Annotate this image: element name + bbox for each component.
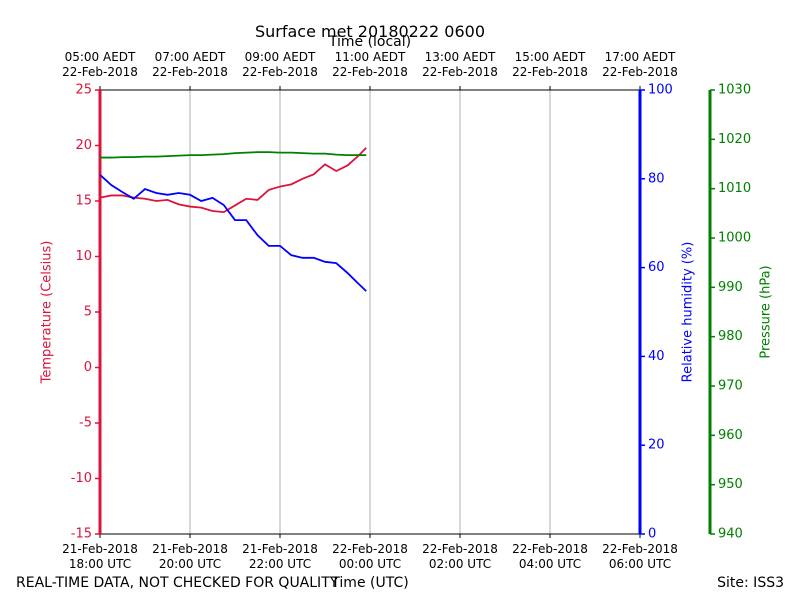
series-line bbox=[99, 147, 367, 214]
top-axis-label: Time (local) bbox=[328, 34, 412, 50]
chart-title: Surface met 20180222 0600 bbox=[254, 22, 486, 41]
y2-tick-label: 100 bbox=[648, 83, 673, 98]
top-tick-label: 07:00 AEDT 22-Feb-2018 bbox=[152, 50, 228, 79]
y-tick-label: 10 bbox=[75, 249, 92, 264]
y-tick-label: -5 bbox=[79, 416, 92, 431]
y-tick-label: -15 bbox=[71, 527, 92, 542]
top-tick-label: 15:00 AEDT 22-Feb-2018 bbox=[512, 50, 588, 79]
y3-tick-label: 940 bbox=[718, 527, 743, 542]
y-tick-label: 15 bbox=[75, 194, 92, 209]
y3-tick-label: 970 bbox=[718, 379, 743, 394]
y-tick-label: 5 bbox=[84, 305, 92, 320]
y-axis-label: Temperature (Celsius) bbox=[40, 241, 55, 385]
y-tick-label: 0 bbox=[84, 360, 92, 375]
x-tick-label: 22-Feb-2018 02:00 UTC bbox=[422, 542, 498, 571]
y3-axis-label: Pressure (hPa) bbox=[759, 265, 774, 358]
x-tick-label: 21-Feb-2018 20:00 UTC bbox=[152, 542, 228, 571]
x-tick-label: 22-Feb-2018 04:00 UTC bbox=[512, 542, 588, 571]
y2-tick-label: 20 bbox=[648, 438, 665, 453]
series-line bbox=[99, 174, 367, 292]
y2-tick-label: 40 bbox=[648, 349, 665, 364]
y3-tick-label: 960 bbox=[718, 428, 743, 443]
y-tick-label: 25 bbox=[75, 83, 92, 98]
series-line bbox=[100, 151, 367, 159]
y3-tick-label: 980 bbox=[718, 329, 743, 344]
y2-tick-label: 0 bbox=[648, 527, 656, 542]
site-note: Site: ISS3 bbox=[717, 575, 784, 591]
y-tick-label: -10 bbox=[71, 471, 92, 486]
x-tick-label: 21-Feb-2018 22:00 UTC bbox=[242, 542, 318, 571]
top-tick-label: 09:00 AEDT 22-Feb-2018 bbox=[242, 50, 318, 79]
x-tick-label: 22-Feb-2018 06:00 UTC bbox=[602, 542, 678, 571]
quality-note: REAL-TIME DATA, NOT CHECKED FOR QUALITY bbox=[16, 575, 339, 591]
y3-tick-label: 990 bbox=[718, 280, 743, 295]
y2-axis-label: Relative humidity (%) bbox=[681, 242, 696, 383]
x-axis-label: Time (UTC) bbox=[331, 575, 409, 591]
y2-tick-label: 60 bbox=[648, 260, 665, 275]
y2-tick-label: 80 bbox=[648, 171, 665, 186]
y3-tick-label: 1000 bbox=[718, 231, 751, 246]
y3-tick-label: 1020 bbox=[718, 132, 751, 147]
x-tick-label: 22-Feb-2018 00:00 UTC bbox=[332, 542, 408, 571]
top-tick-label: 17:00 AEDT 22-Feb-2018 bbox=[602, 50, 678, 79]
top-tick-label: 13:00 AEDT 22-Feb-2018 bbox=[422, 50, 498, 79]
top-tick-label: 05:00 AEDT 22-Feb-2018 bbox=[62, 50, 138, 79]
y-tick-label: 20 bbox=[75, 138, 92, 153]
x-tick-label: 21-Feb-2018 18:00 UTC bbox=[62, 542, 138, 571]
y3-tick-label: 1030 bbox=[718, 83, 751, 98]
y3-tick-label: 950 bbox=[718, 477, 743, 492]
top-tick-label: 11:00 AEDT 22-Feb-2018 bbox=[332, 50, 408, 79]
y3-tick-label: 1010 bbox=[718, 181, 751, 196]
